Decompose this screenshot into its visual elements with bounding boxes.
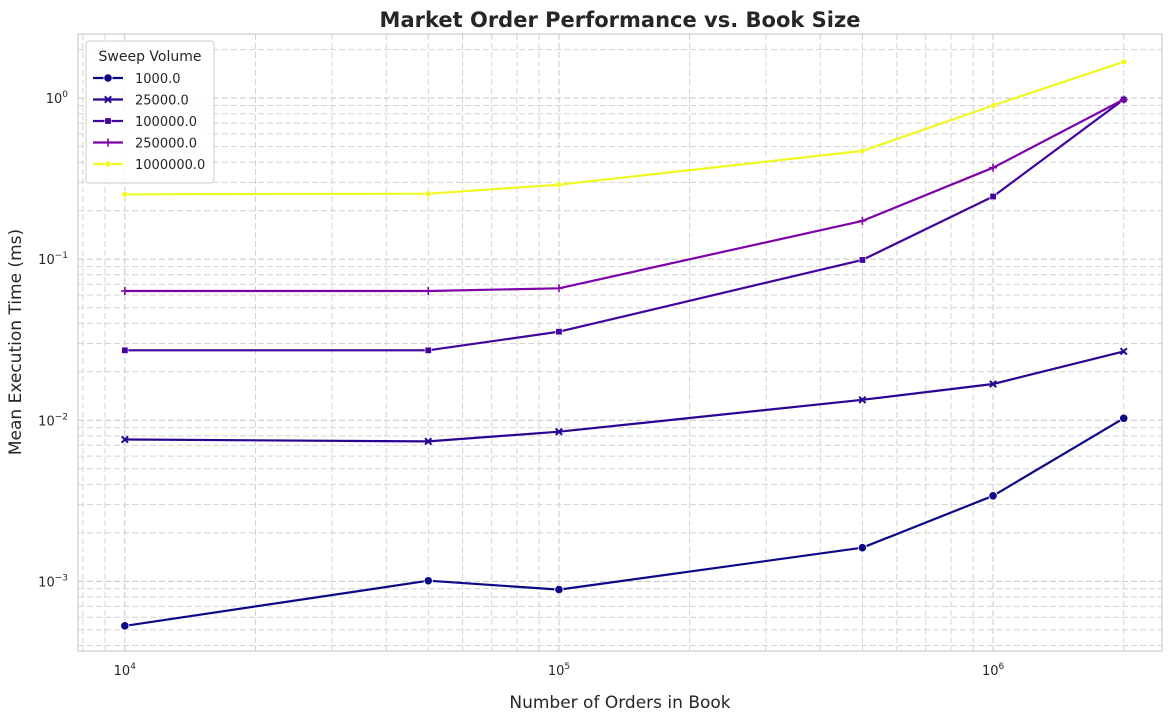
data-point bbox=[1119, 95, 1128, 104]
x-tick-labels: 104 105 106 bbox=[114, 662, 1005, 679]
data-point bbox=[424, 437, 433, 446]
y-tick-label: 10−2 bbox=[38, 412, 68, 429]
legend-title: Sweep Volume bbox=[99, 49, 202, 65]
data-point bbox=[857, 543, 867, 553]
data-point bbox=[1120, 58, 1128, 66]
legend-item: 1000.0 bbox=[93, 72, 181, 87]
series-line bbox=[124, 417, 1125, 627]
series-0 bbox=[120, 413, 1129, 631]
data-point bbox=[858, 256, 866, 264]
data-point bbox=[555, 181, 563, 189]
legend: Sweep Volume 1000.0 25000.0 100000.0 250000… bbox=[85, 40, 215, 184]
data-point bbox=[554, 584, 564, 595]
series-1 bbox=[120, 347, 1128, 446]
legend-label: 1000000.0 bbox=[135, 158, 205, 173]
legend-marker bbox=[104, 117, 112, 125]
y-tick-label: 100 bbox=[46, 90, 69, 107]
data-point bbox=[120, 621, 130, 631]
series-layer bbox=[120, 58, 1129, 631]
data-point bbox=[989, 102, 997, 109]
data-point bbox=[120, 435, 129, 444]
data-point bbox=[989, 380, 997, 388]
plot-frame bbox=[77, 33, 1163, 652]
chart-title: Market Order Performance vs. Book Size bbox=[380, 8, 861, 32]
data-point bbox=[424, 346, 432, 354]
data-point bbox=[859, 147, 866, 155]
legend-marker bbox=[104, 160, 112, 168]
data-point bbox=[424, 286, 433, 295]
series-4 bbox=[121, 58, 1128, 198]
series-3 bbox=[120, 95, 1128, 295]
legend-label: 1000.0 bbox=[135, 72, 181, 87]
series-line bbox=[124, 98, 1125, 293]
data-point bbox=[121, 190, 129, 198]
data-point bbox=[120, 286, 129, 295]
series-line bbox=[124, 60, 1125, 196]
x-tick-label: 104 bbox=[114, 662, 137, 679]
data-point bbox=[988, 491, 998, 501]
legend-label: 25000.0 bbox=[135, 94, 189, 109]
x-axis-label: Number of Orders in Book bbox=[509, 693, 730, 713]
x-tick-label: 106 bbox=[982, 662, 1005, 679]
series-line bbox=[124, 350, 1124, 443]
data-point bbox=[1119, 347, 1128, 356]
x-tick-label: 105 bbox=[548, 662, 570, 679]
legend-item: 100000.0 bbox=[93, 115, 197, 130]
data-point bbox=[554, 284, 563, 293]
data-point bbox=[555, 427, 563, 436]
legend-marker bbox=[103, 73, 113, 83]
legend-box bbox=[85, 40, 215, 184]
data-point bbox=[858, 216, 867, 225]
data-point bbox=[121, 346, 129, 354]
data-point bbox=[1119, 413, 1129, 423]
data-point bbox=[858, 395, 867, 404]
y-tick-labels: 10−3 10−2 10−1 100 bbox=[38, 90, 68, 590]
y-tick-label: 10−3 bbox=[38, 573, 68, 590]
legend-label: 100000.0 bbox=[135, 115, 197, 130]
data-point bbox=[555, 328, 563, 336]
y-tick-label: 10−1 bbox=[38, 251, 68, 268]
series-line bbox=[124, 98, 1125, 352]
legend-marker bbox=[104, 138, 112, 147]
legend-item: 250000.0 bbox=[93, 137, 197, 152]
legend-label: 250000.0 bbox=[135, 137, 197, 152]
data-point bbox=[423, 576, 433, 586]
y-axis-label: Mean Execution Time (ms) bbox=[6, 229, 26, 455]
legend-item: 25000.0 bbox=[93, 94, 189, 109]
legend-items: 1000.0 25000.0 100000.0 250000.0 1000000.0 bbox=[93, 72, 205, 173]
data-point bbox=[989, 193, 997, 201]
legend-item: 1000000.0 bbox=[93, 158, 205, 173]
data-point bbox=[989, 163, 998, 172]
data-point bbox=[424, 190, 432, 198]
legend-marker bbox=[104, 95, 112, 104]
